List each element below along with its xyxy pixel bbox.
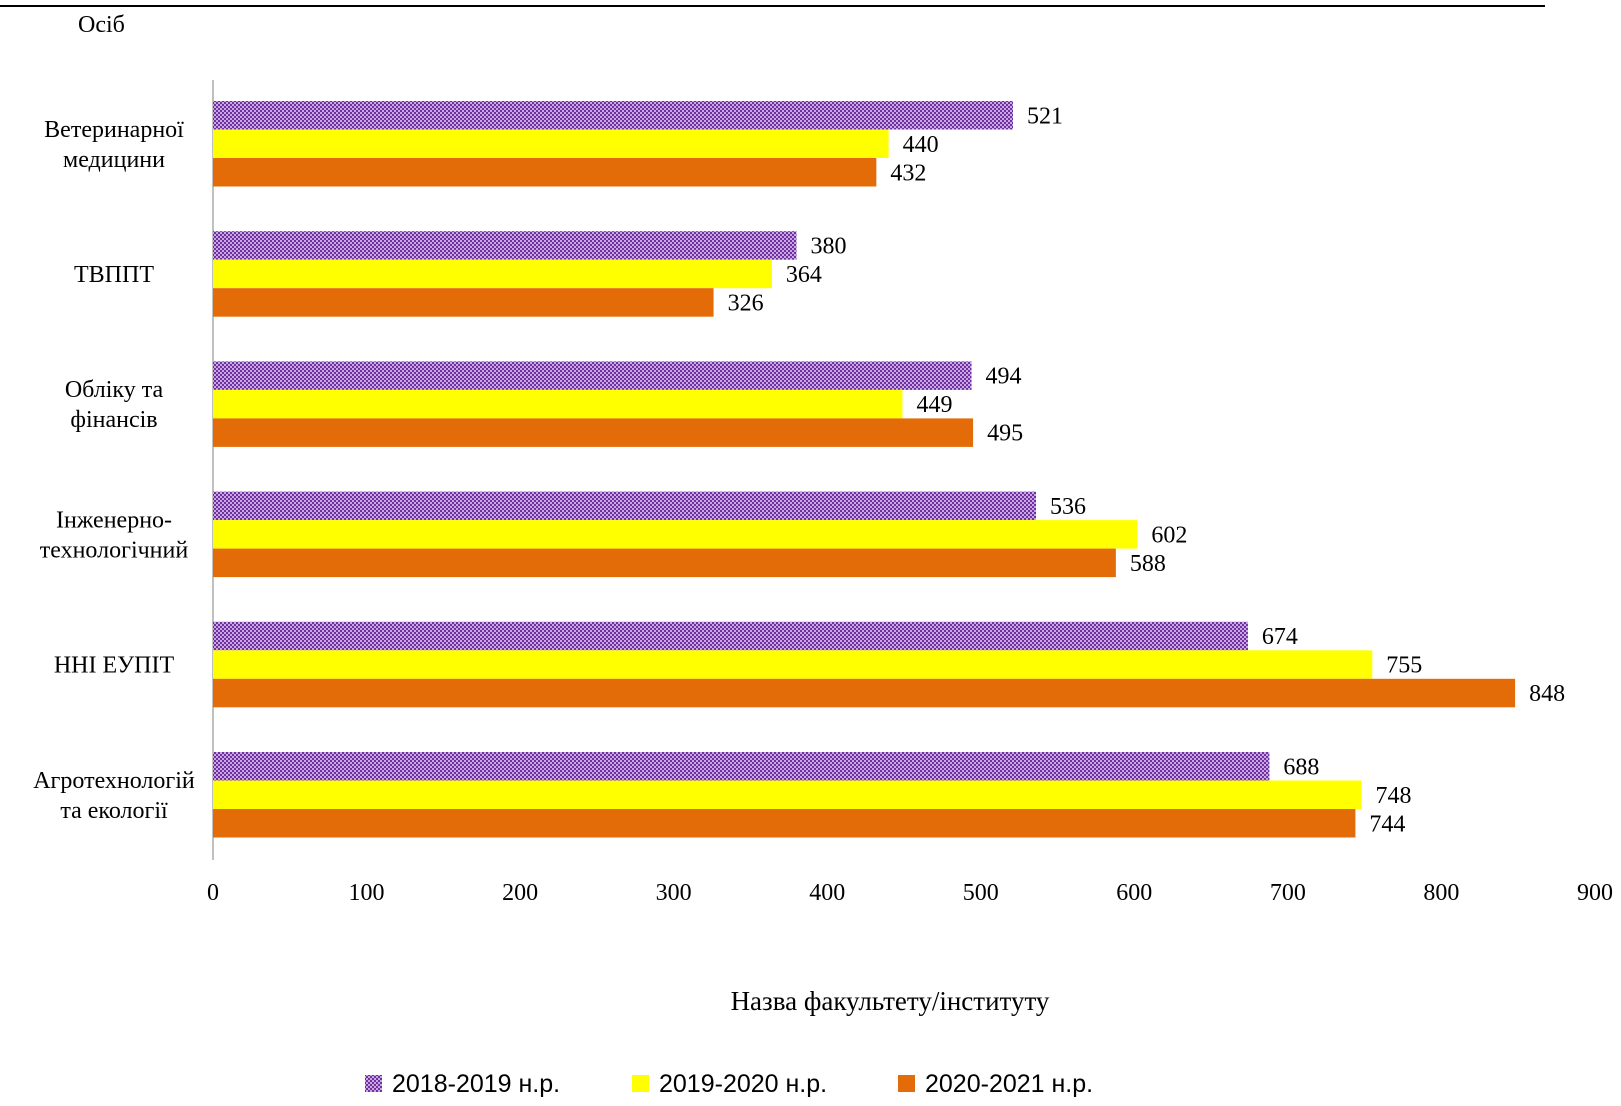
- category-label-2-0: Обліку та: [65, 377, 164, 403]
- legend-swatch-2: [898, 1075, 915, 1092]
- bar-2-2: [213, 418, 974, 447]
- y-axis-title: Осіб: [78, 12, 125, 38]
- x-tick-0: 0: [207, 880, 219, 906]
- category-label-2-1: фінансів: [70, 407, 157, 433]
- data-label-3-0: 536: [1050, 494, 1086, 520]
- data-label-0-0: 521: [1027, 103, 1063, 129]
- x-tick-labels: 0 100 200 300 400 500 600 700 800 900: [207, 880, 1613, 906]
- legend-label-1: 2019-2020 н.р.: [659, 1070, 827, 1098]
- category-labels: Ветеринарної медицини ТВППТ Обліку та фінанс…: [33, 117, 195, 824]
- data-label-1-0: 380: [810, 233, 846, 259]
- legend-swatch-1: [632, 1075, 649, 1092]
- category-label-3-0: Інженерно-: [56, 507, 172, 533]
- bar-5-2: [213, 809, 1356, 838]
- bar-1-0: [213, 231, 797, 260]
- data-label-2-2: 495: [987, 421, 1023, 447]
- x-tick-9: 900: [1577, 880, 1613, 906]
- x-tick-6: 600: [1116, 880, 1152, 906]
- data-label-2-1: 449: [916, 392, 952, 418]
- data-label-5-1: 748: [1376, 783, 1412, 809]
- bar-4-1: [213, 650, 1373, 679]
- bar-0-2: [213, 158, 877, 187]
- bar-0-1: [213, 129, 889, 158]
- bar-1-2: [213, 288, 714, 317]
- x-tick-3: 300: [656, 880, 692, 906]
- data-label-2-0: 494: [986, 364, 1022, 390]
- category-label-3-1: технологічний: [40, 537, 189, 563]
- bar-3-0: [213, 491, 1037, 521]
- bar-0-0: [213, 101, 1013, 130]
- data-label-3-1: 602: [1151, 522, 1187, 548]
- x-tick-4: 400: [809, 880, 845, 906]
- bar-4-0: [213, 621, 1248, 651]
- data-label-0-2: 432: [890, 160, 926, 186]
- data-label-4-2: 848: [1529, 681, 1565, 707]
- legend-swatch-0: [365, 1075, 382, 1092]
- data-label-4-1: 755: [1386, 653, 1422, 679]
- data-label-3-2: 588: [1130, 551, 1166, 577]
- category-label-1-0: ТВППТ: [74, 262, 154, 288]
- data-label-5-0: 688: [1283, 754, 1319, 780]
- category-label-5-0: Агротехнологій: [33, 768, 195, 794]
- x-axis-title: Назва факультету/інституту: [731, 986, 1050, 1016]
- data-label-1-1: 364: [786, 262, 822, 288]
- x-tick-2: 200: [502, 880, 538, 906]
- bar-1-1: [213, 259, 772, 289]
- x-tick-7: 700: [1270, 880, 1306, 906]
- x-tick-1: 100: [349, 880, 385, 906]
- bar-2-1: [213, 389, 903, 419]
- bar-5-0: [213, 752, 1270, 781]
- data-label-5-2: 744: [1369, 811, 1405, 837]
- x-tick-5: 500: [963, 880, 999, 906]
- data-label-1-2: 326: [728, 290, 764, 316]
- bar-2-0: [213, 361, 972, 390]
- category-label-5-1: та екології: [60, 798, 168, 824]
- legend: 2018-2019 н.р. 2019-2020 н.р. 2020-2021 н.…: [365, 1070, 1093, 1098]
- x-tick-8: 800: [1423, 880, 1459, 906]
- legend-label-2: 2020-2021 н.р.: [925, 1070, 1093, 1098]
- bar-3-1: [213, 520, 1138, 549]
- bar-5-1: [213, 780, 1362, 809]
- bar-3-2: [213, 548, 1116, 578]
- legend-label-0: 2018-2019 н.р.: [392, 1070, 560, 1098]
- data-label-4-0: 674: [1262, 624, 1298, 650]
- category-label-4-0: ННІ ЕУПІТ: [54, 653, 175, 679]
- category-label-0-0: Ветеринарної: [44, 117, 184, 143]
- bar-4-2: [213, 678, 1516, 708]
- category-label-0-1: медицини: [63, 147, 165, 173]
- data-label-0-1: 440: [903, 132, 939, 158]
